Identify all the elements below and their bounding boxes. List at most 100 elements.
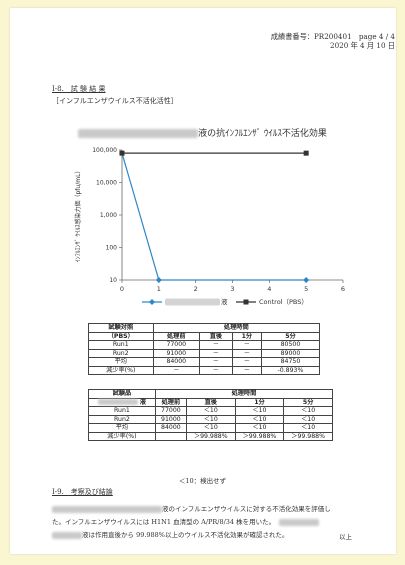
table-row: Run1 77000 ＜10 ＜10 ＜10 [88, 406, 333, 416]
table-cell [154, 431, 187, 441]
table-cell: 1分 [234, 397, 285, 407]
table-cell: ＜10 [283, 414, 333, 424]
legend-label-control: Control（PBS） [259, 298, 308, 306]
table-cell: （PBS） [88, 331, 154, 341]
y-tick-label: 10,000 [96, 180, 117, 187]
table-cell: ＜10 [185, 423, 236, 433]
table-cell: 直後 [185, 397, 236, 407]
end-mark: 以上 [339, 533, 352, 541]
report-header: 成績書番号：PR200401 page 4 / 4 2020 年 4 月 10 … [271, 32, 395, 50]
y-tick-label: 10 [109, 277, 117, 284]
table-cell: ＞99.988% [234, 431, 285, 441]
table-cell: － [199, 365, 233, 375]
table-cell: ＜10 [185, 414, 236, 424]
legend-label-test-item: 液 [221, 297, 228, 306]
x-tick-label: 5 [304, 285, 308, 293]
table-cell: － [199, 348, 233, 358]
chart-title-text: 液の抗ｲﾝﾌﾙｴﾝｻﾞ ｳｲﾙｽ不活化効果 [198, 129, 327, 139]
chart-title: 液の抗ｲﾝﾌﾙｴﾝｻﾞ ｳｲﾙｽ不活化効果 [0, 126, 405, 139]
table-header-row: 液処理前 直後 1分 5分 [88, 397, 333, 407]
table-cell: 1分 [231, 331, 262, 341]
y-axis-label: ｲﾝﾌﾙｴﾝｻﾞ ｳｲﾙｽ感染力価（pfu/mL） [74, 168, 82, 263]
table-row: 減少率(%) －－－ -0.893% [88, 365, 321, 375]
report-number: 成績書番号：PR200401 page 4 / 4 [270, 32, 395, 41]
table-cell: Run2 [88, 348, 154, 358]
x-tick-label: 1 [157, 285, 161, 293]
table-header-row: （PBS） 処理前 直後 1分 5分 [88, 331, 321, 341]
table-cell: － [231, 365, 262, 375]
table-cell: 84000 [154, 423, 187, 433]
redacted-text [279, 518, 320, 526]
data-point [155, 277, 162, 283]
chart-axes: 10 100 1,000 10,000 100,000 0 1 2 3 4 5 6 ｲﾝﾌﾙｴﾝｻﾞ ｳ… [74, 147, 345, 293]
table-cell: ＞99.988% [283, 431, 333, 441]
table-cell: 77000 [154, 406, 187, 416]
table-cell: ＜10 [234, 414, 285, 424]
series-line [121, 152, 307, 281]
table-cell: 処理前 [154, 397, 187, 407]
control-results-table: 試験対照 処理時間 （PBS） 処理前 直後 1分 5分 Run1 77000 －－ 80500 Ru… [88, 323, 321, 375]
table-cell: 91000 [152, 348, 201, 358]
table-cell: ＜10 [234, 423, 285, 433]
y-tick-label: 100 [106, 245, 118, 252]
table-cell: － [231, 348, 262, 358]
conclusion-text-3: 液は作用直後から 99.988%以上のウイルス不活化効果が確認された。 [82, 531, 289, 539]
x-tick-label: 4 [267, 285, 271, 293]
redacted-product-name [78, 129, 199, 138]
document-page [10, 8, 396, 554]
table-row: Run2 91000 ＜10 ＜10 ＜10 [88, 414, 333, 424]
series-test-item [119, 150, 310, 283]
table-cell: ＜10 [185, 406, 236, 416]
table-cell: － [231, 357, 262, 367]
data-point [303, 150, 309, 156]
table-cell: 77000 [152, 340, 201, 350]
data-point [119, 150, 125, 156]
y-tick-label: 100,000 [92, 147, 117, 154]
table-cell: ＜10 [283, 406, 333, 416]
table-cell: 液 [88, 397, 156, 407]
table-cell: 平均 [88, 357, 154, 367]
x-tick-label: 2 [194, 285, 198, 293]
section-8-subtitle: ［インフルエンザウイルス不活化活性］ [52, 97, 178, 105]
table-cell: Run2 [88, 414, 156, 424]
table-row: Run1 77000 －－ 80500 [88, 340, 321, 350]
table-cell: － [231, 340, 262, 350]
table-cell: 試験品 [88, 389, 156, 399]
table-cell: 84000 [152, 357, 201, 367]
table-cell: 減少率(%) [88, 431, 156, 441]
table-cell: 処理前 [152, 331, 201, 341]
redacted-product-name [52, 531, 82, 539]
table-cell: 平均 [88, 423, 156, 433]
y-tick-label: 1,000 [100, 212, 117, 219]
conclusion-text-2: た。インフルエンザウイルスには H1N1 血清型の A/PR/8/34 株を用い… [52, 518, 276, 526]
table-header-row: 試験品 処理時間 [88, 389, 334, 399]
table-cell: 処理時間 [152, 323, 321, 333]
section-8-title: Ⅰ-8. 試 験 結 果 [52, 85, 106, 93]
data-point [303, 277, 310, 283]
table-row: 減少率(%) ＞99.988% ＞99.988% ＞99.988% [88, 431, 333, 441]
table-cell: 5分 [260, 331, 321, 341]
table-cell: -0.893% [260, 365, 321, 375]
chart-series-layer [119, 150, 310, 283]
table-cell: 5分 [283, 397, 333, 407]
table-cell: － [199, 340, 233, 350]
test-item-results-table: 試験品 処理時間液処理前 直後 1分 5分 Run1 77000 ＜10 ＜10 ＜10 Run2 9… [88, 389, 334, 441]
table-cell: 91000 [154, 414, 187, 424]
table-cell: 試験対照 [88, 323, 154, 333]
inactivation-chart: 10 100 1,000 10,000 100,000 0 1 2 3 4 5 6 ｲﾝﾌﾙｴﾝｻﾞ ｳ… [74, 147, 345, 306]
x-tick-label: 3 [230, 285, 234, 293]
section-9-title: Ⅰ-9. 考察及び結論 [52, 488, 113, 496]
table-cell: Run1 [88, 340, 154, 350]
table-cell: － [152, 365, 201, 375]
redacted-product-name [52, 505, 162, 513]
report-date: 2020 年 4 月 10 日 [330, 41, 395, 50]
table-cell: 80500 [260, 340, 321, 350]
legend-marker-test-item [149, 299, 155, 305]
series-control [119, 150, 309, 156]
redacted-product-name [97, 398, 138, 405]
table-row: 平均 84000 ＜10 ＜10 ＜10 [88, 423, 333, 433]
conclusion-text-1: 液のインフルエンザウイルスに対する不活化効果を評価し [162, 505, 331, 513]
table-cell: ＜10 [283, 423, 333, 433]
table-cell: 直後 [199, 331, 233, 341]
table-cell: － [199, 357, 233, 367]
